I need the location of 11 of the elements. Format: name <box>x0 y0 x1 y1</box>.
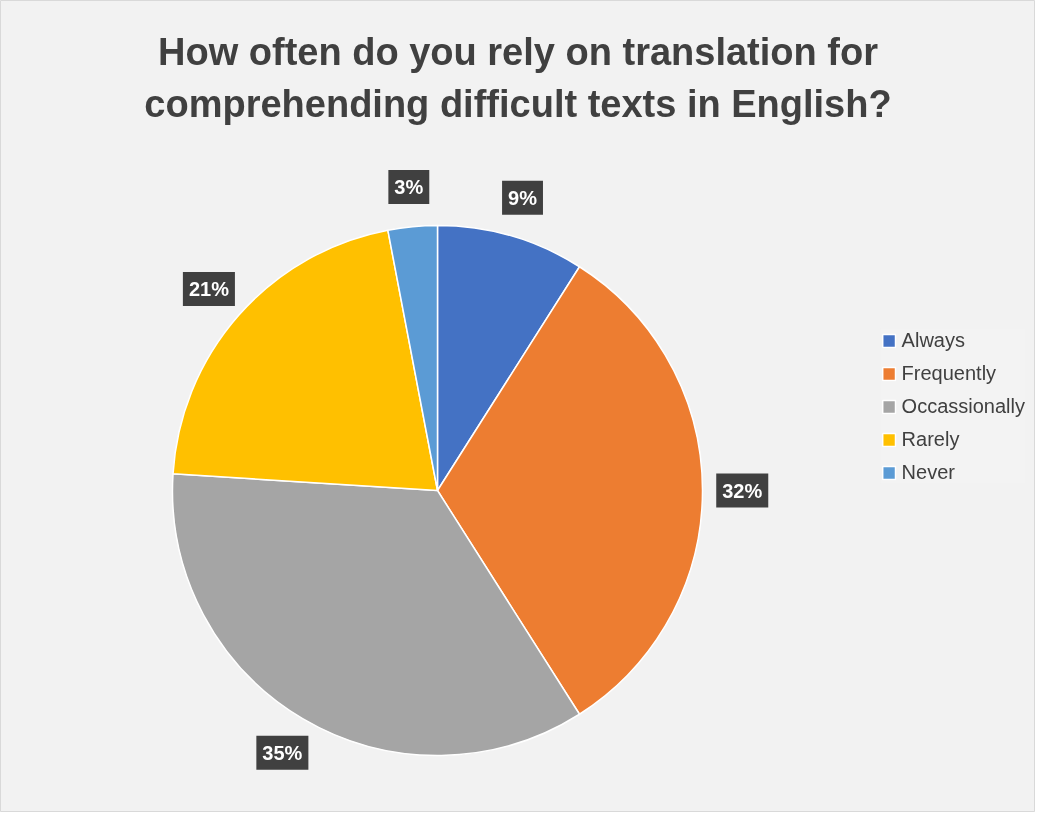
legend-label: Never <box>901 460 955 484</box>
data-label: 9% <box>508 186 538 209</box>
legend-label: Rarely <box>901 427 960 451</box>
legend-label: Occassionally <box>901 394 1025 418</box>
legend-label: Frequently <box>901 361 997 385</box>
legend-label: Always <box>901 328 965 352</box>
data-label: 3% <box>394 176 424 199</box>
chart-title: How often do you rely on translation for comprehending difficult texts in English? <box>144 30 892 125</box>
data-label: 32% <box>722 479 763 502</box>
data-label: 21% <box>188 277 230 300</box>
data-label: 35% <box>262 741 303 764</box>
